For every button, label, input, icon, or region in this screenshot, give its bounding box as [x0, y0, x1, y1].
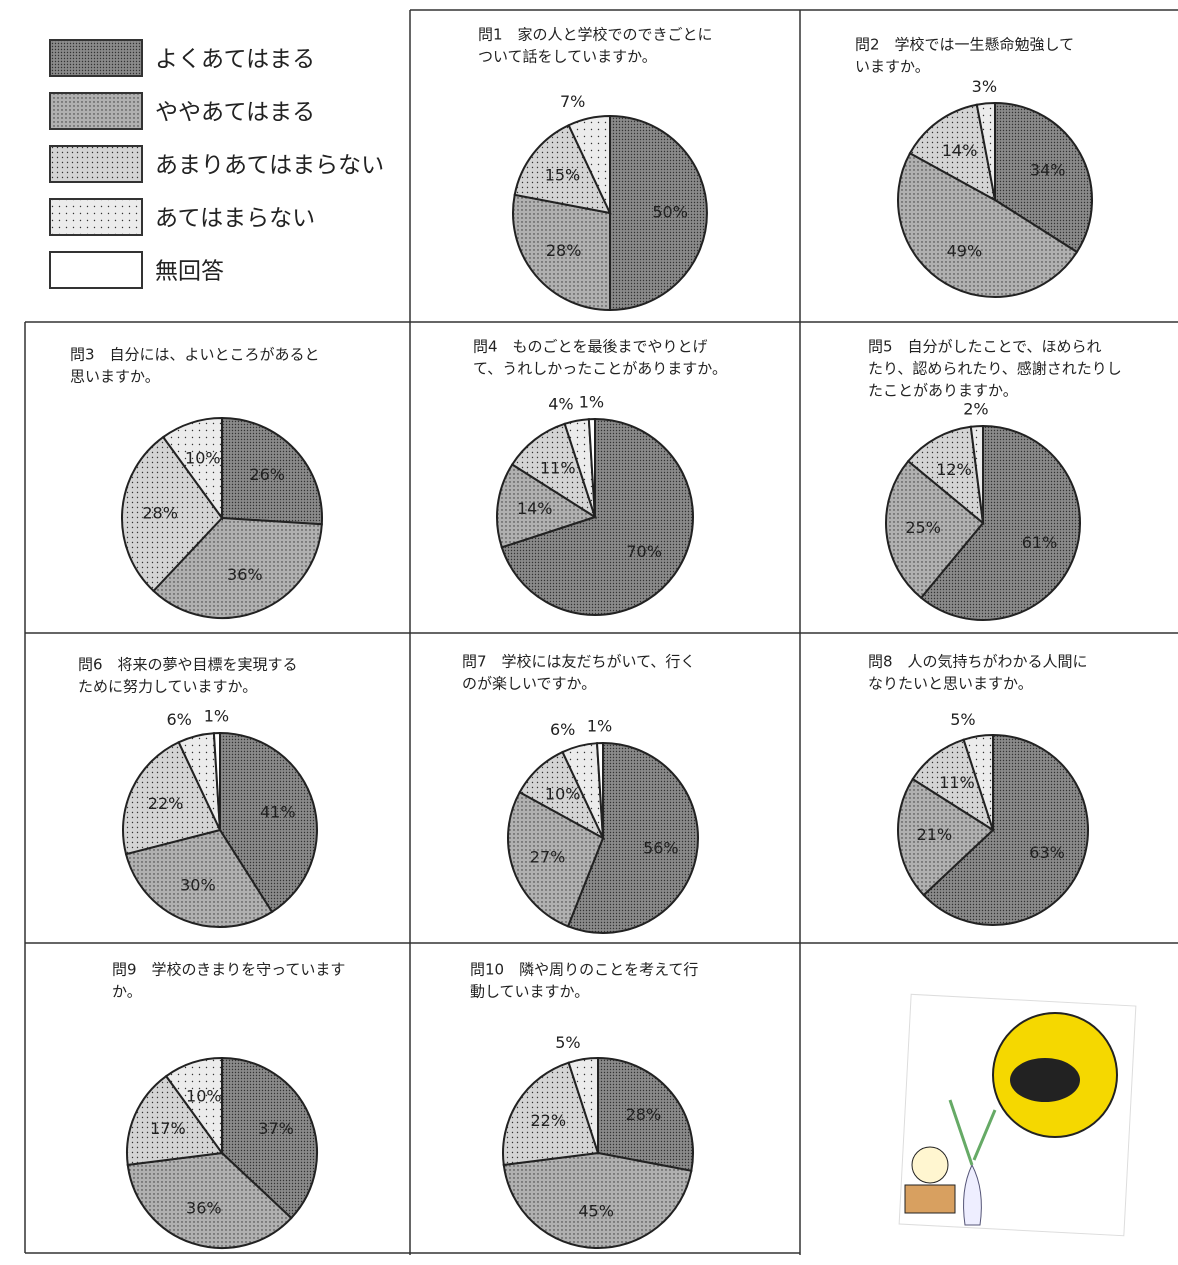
value-label: 11% [540, 458, 576, 477]
legend-swatch [50, 252, 142, 288]
chart-title: 問8 人の気持ちがわかる人間に [868, 653, 1088, 671]
value-label: 17% [150, 1119, 186, 1138]
chart-title: なりたいと思いますか。 [868, 675, 1033, 693]
value-label: 36% [186, 1199, 222, 1218]
value-label: 28% [142, 504, 178, 523]
chart-title: ついて話をしていますか。 [478, 48, 657, 66]
value-label: 1% [587, 717, 612, 736]
value-label: 25% [905, 518, 941, 537]
value-label: 34% [1030, 161, 1066, 180]
chart-title: たり、認められたり、感謝されたりし [868, 360, 1122, 378]
legend-label: あまりあてはまらない [155, 153, 384, 179]
value-label: 70% [626, 542, 662, 561]
chart-title: か。 [112, 983, 142, 1001]
chart-title: 思いますか。 [70, 368, 160, 386]
legend-swatch [50, 199, 142, 235]
chart-title: 問1 家の人と学校でのできごとに [478, 26, 713, 44]
value-label: 56% [643, 839, 679, 858]
chart-title: 問3 自分には、よいところがあると [70, 346, 320, 364]
value-label: 37% [258, 1119, 294, 1138]
value-label: 11% [939, 773, 975, 792]
value-label: 5% [555, 1033, 580, 1052]
value-label: 15% [545, 166, 581, 185]
value-label: 4% [548, 395, 573, 414]
value-label: 45% [578, 1201, 614, 1220]
value-label: 14% [942, 141, 978, 160]
chart-title: 問6 将来の夢や目標を実現する [78, 656, 298, 674]
value-label: 10% [186, 1086, 222, 1105]
value-label: 6% [167, 710, 192, 729]
legend-swatch [50, 40, 142, 76]
legend-label: よくあてはまる [155, 47, 315, 73]
value-label: 1% [579, 393, 604, 412]
chart-title: たことがありますか。 [868, 382, 1018, 400]
value-label: 1% [204, 707, 229, 726]
value-label: 63% [1029, 843, 1065, 862]
value-label: 61% [1022, 533, 1058, 552]
chart-title: 問4 ものごとを最後までやりとげ [473, 338, 708, 356]
chart-title: 問5 自分がしたことで、ほめられ [868, 338, 1102, 356]
value-label: 5% [950, 710, 975, 729]
chart-title: 動していますか。 [470, 983, 589, 1001]
value-label: 10% [545, 785, 581, 804]
moon-illustration [899, 994, 1136, 1235]
chart-title: て、うれしかったことがありますか。 [473, 360, 727, 378]
value-label: 10% [185, 449, 221, 468]
value-label: 3% [972, 77, 997, 96]
value-label: 28% [546, 241, 582, 260]
legend-label: あてはまらない [155, 206, 315, 232]
value-label: 28% [626, 1105, 662, 1124]
value-label: 21% [917, 825, 953, 844]
value-label: 12% [936, 460, 972, 479]
value-label: 6% [550, 720, 575, 739]
value-label: 22% [530, 1111, 566, 1130]
value-label: 41% [260, 803, 296, 822]
chart-title: 問2 学校では一生懸命勉強して [855, 36, 1074, 54]
chart-title: 問7 学校には友だちがいて、行く [462, 653, 695, 671]
value-label: 36% [227, 565, 263, 584]
chart-title: 問9 学校のきまりを守っています [112, 961, 345, 979]
chart-title: いますか。 [855, 58, 930, 76]
value-label: 14% [517, 499, 553, 518]
value-label: 7% [560, 92, 585, 111]
chart-title: のが楽しいですか。 [462, 675, 596, 693]
value-label: 30% [180, 875, 216, 894]
value-label: 27% [530, 847, 566, 866]
value-label: 2% [963, 400, 988, 419]
legend-label: 無回答 [155, 259, 224, 285]
legend-label: ややあてはまる [155, 100, 315, 126]
value-label: 26% [249, 465, 285, 484]
survey-page: よくあてはまるややあてはまるあまりあてはまらないあてはまらない無回答 問1 家の人… [0, 0, 1178, 1265]
value-label: 50% [652, 203, 688, 222]
chart-title: ために努力していますか。 [78, 678, 257, 696]
value-label: 49% [947, 241, 983, 260]
legend-swatch [50, 93, 142, 129]
chart-title: 問10 隣や周りのことを考えて行 [470, 961, 698, 979]
legend-swatch [50, 146, 142, 182]
value-label: 22% [148, 794, 184, 813]
